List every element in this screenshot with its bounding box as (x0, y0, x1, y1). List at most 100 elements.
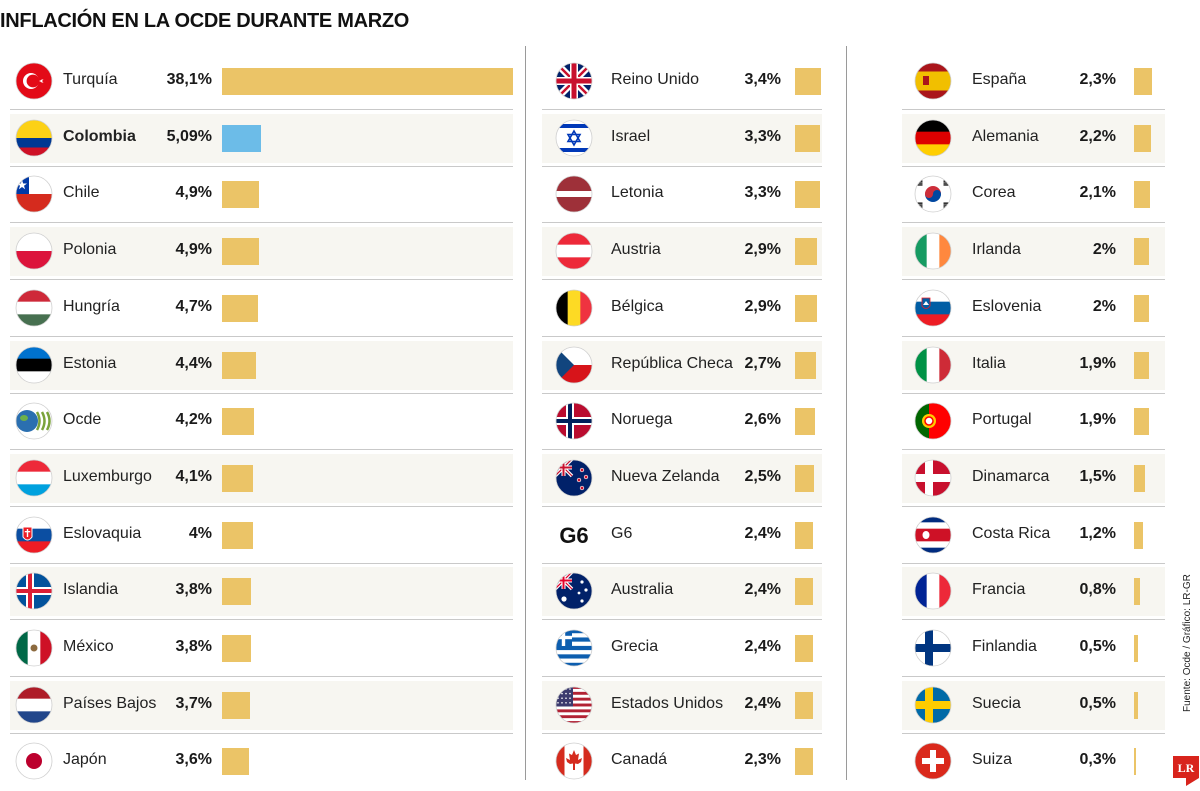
country-label: Turquía (63, 71, 118, 88)
usa-flag-icon (555, 686, 593, 724)
bar-row: Dinamarca 1,5% (902, 450, 1165, 507)
row-separator (542, 619, 822, 621)
row-separator (542, 165, 822, 167)
value-label: 3,3% (744, 184, 781, 202)
country-label: México (63, 638, 114, 655)
japan-flag-icon (15, 742, 53, 780)
bar-row: Israel 3,3% (542, 110, 822, 167)
bar-row: Luxemburgo 4,1% (10, 450, 513, 507)
bar-row: Colombia 5,09% (10, 110, 513, 167)
value-label: 38,1% (166, 71, 212, 88)
country-label: Irlanda (972, 241, 1021, 259)
inflation-bar (1134, 294, 1149, 322)
czech-flag-icon (555, 346, 593, 384)
hungary-flag-icon (15, 289, 53, 327)
value-label: 3,3% (744, 127, 781, 145)
value-label: 3,8% (175, 638, 212, 655)
value-label: 3,8% (175, 581, 212, 599)
row-separator (902, 619, 1165, 621)
country-label: Grecia (611, 638, 659, 655)
slovakia-flag-icon (15, 516, 53, 554)
country-label: Letonia (611, 184, 664, 202)
row-separator (542, 279, 822, 281)
value-label: 4% (188, 524, 212, 542)
lr-logo-text: LR (1178, 761, 1195, 775)
bar-row: Chile 4,9% (10, 166, 513, 224)
bar-row: Irlanda 2% (902, 223, 1165, 281)
netherlands-flag-icon (15, 686, 53, 724)
value-label: 0,5% (1079, 694, 1116, 712)
row-separator (10, 335, 513, 337)
value-label: 0,3% (1079, 751, 1116, 769)
row-separator (902, 505, 1165, 507)
value-label: 4,9% (175, 184, 212, 202)
inflation-bar (1134, 464, 1145, 492)
country-label: G6 (611, 524, 633, 542)
svg-text:G6: G6 (559, 523, 588, 548)
inflation-bar (795, 238, 817, 266)
value-label: 2,9% (744, 241, 781, 259)
row-separator (542, 732, 822, 734)
inflation-bar (795, 294, 817, 322)
inflation-bar (222, 294, 258, 322)
bar-row: Turquía 38,1% (10, 53, 513, 110)
row-separator (542, 449, 822, 451)
iceland-flag-icon (15, 572, 53, 610)
inflation-bar (795, 351, 816, 379)
row-separator (902, 676, 1165, 677)
korea-flag-icon (914, 175, 952, 213)
bar-row: Alemania 2,2% (902, 110, 1165, 167)
costarica-flag-icon (914, 516, 952, 554)
country-label: Suecia (972, 694, 1021, 712)
ireland-flag-icon (914, 232, 952, 270)
row-separator (10, 449, 513, 451)
value-label: 4,2% (175, 411, 212, 429)
country-label: Finlandia (972, 638, 1037, 655)
country-label: Reino Unido (611, 71, 700, 88)
bar-row: Finlandia 0,5% (902, 620, 1165, 677)
belgium-flag-icon (555, 289, 593, 327)
row-separator (902, 335, 1165, 337)
country-label: Canadá (611, 751, 668, 769)
row-separator (902, 222, 1165, 224)
country-label: Dinamarca (972, 467, 1050, 485)
inflation-bar (1134, 124, 1151, 152)
row-separator (10, 279, 513, 281)
inflation-bar (1134, 635, 1138, 662)
row-separator (902, 279, 1165, 281)
sweden-flag-icon (914, 686, 952, 724)
bar-row: G6 G6 2,4% (542, 507, 822, 564)
bar-row: Estados Unidos 2,4% (542, 677, 822, 734)
france-flag-icon (914, 572, 952, 610)
portugal-flag-icon (914, 402, 952, 440)
chart-title: INFLACIÓN EN LA OCDE DURANTE MARZO (0, 10, 410, 32)
inflation-bar (222, 68, 513, 95)
chile-flag-icon (15, 175, 53, 213)
value-label: 4,4% (175, 354, 212, 372)
row-separator (902, 732, 1165, 734)
value-label: 1,5% (1079, 467, 1116, 485)
canada-flag-icon (555, 742, 593, 780)
inflation-bar (795, 691, 813, 719)
country-label: Luxemburgo (63, 467, 152, 485)
germany-flag-icon (914, 119, 952, 157)
inflation-bar (1134, 238, 1149, 266)
inflation-bar (222, 464, 253, 492)
country-label: Noruega (611, 411, 673, 429)
finland-flag-icon (914, 629, 952, 667)
bar-row: Grecia 2,4% (542, 620, 822, 677)
uk-flag-icon (555, 62, 593, 100)
italy-flag-icon (914, 346, 952, 384)
bar-row: Reino Unido 3,4% (542, 53, 822, 110)
country-label: Eslovenia (972, 297, 1042, 315)
country-label: Países Bajos (63, 694, 157, 712)
inflation-bar (1134, 691, 1138, 719)
column-divider (525, 46, 526, 780)
oecd-flag-icon (15, 402, 53, 440)
inflation-bar (1134, 521, 1143, 549)
inflation-bar (222, 635, 251, 662)
country-label: Ocde (63, 411, 102, 429)
inflation-bar (222, 521, 253, 549)
country-label: República Checa (611, 354, 733, 372)
row-separator (542, 335, 822, 337)
